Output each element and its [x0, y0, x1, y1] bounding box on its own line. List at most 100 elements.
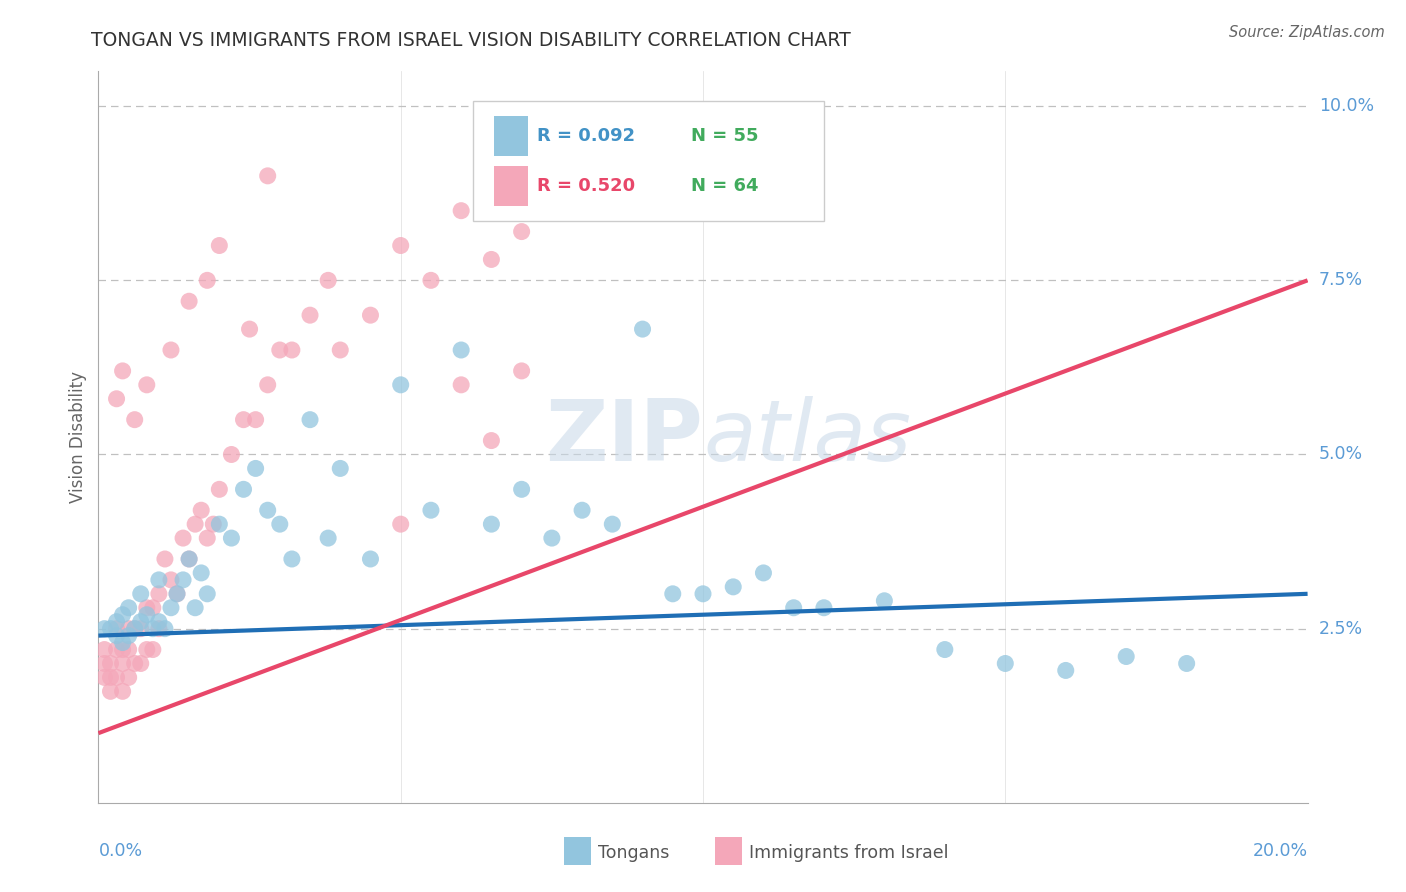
Text: ZIP: ZIP — [546, 395, 703, 479]
Point — [105, 670, 128, 684]
Point — [329, 343, 352, 357]
Point — [100, 622, 122, 636]
Point — [360, 308, 382, 322]
Point — [510, 225, 533, 239]
Point — [752, 566, 775, 580]
Point — [142, 622, 165, 636]
Point — [190, 566, 212, 580]
Point — [661, 587, 683, 601]
Point — [166, 587, 188, 601]
Point — [202, 517, 225, 532]
Point — [994, 657, 1017, 671]
FancyBboxPatch shape — [474, 101, 824, 221]
Point — [481, 434, 503, 448]
Point — [256, 377, 278, 392]
Point — [723, 580, 745, 594]
Point — [195, 273, 218, 287]
Point — [389, 377, 412, 392]
Text: R = 0.520: R = 0.520 — [537, 177, 636, 195]
Point — [179, 552, 201, 566]
Point — [450, 343, 472, 357]
Point — [93, 670, 115, 684]
Point — [1175, 657, 1198, 671]
Point — [208, 517, 231, 532]
Point — [111, 364, 134, 378]
Text: 0.0%: 0.0% — [98, 842, 142, 860]
Point — [239, 322, 262, 336]
Point — [316, 531, 339, 545]
Point — [135, 642, 157, 657]
Point — [450, 203, 472, 218]
Point — [118, 622, 141, 636]
Point — [873, 594, 896, 608]
Point — [105, 629, 128, 643]
Point — [571, 503, 593, 517]
Point — [105, 622, 128, 636]
Point — [221, 531, 243, 545]
Point — [481, 517, 503, 532]
Text: R = 0.092: R = 0.092 — [537, 127, 636, 145]
Point — [124, 657, 146, 671]
Point — [256, 503, 278, 517]
Point — [510, 364, 533, 378]
Point — [389, 517, 412, 532]
Point — [316, 273, 339, 287]
Point — [179, 552, 201, 566]
Point — [221, 448, 243, 462]
Point — [148, 622, 170, 636]
Point — [93, 657, 115, 671]
Point — [450, 377, 472, 392]
Point — [179, 294, 201, 309]
Point — [281, 552, 304, 566]
Text: 2.5%: 2.5% — [1319, 620, 1362, 638]
Point — [269, 517, 291, 532]
Point — [256, 169, 278, 183]
Point — [208, 483, 231, 497]
Text: 10.0%: 10.0% — [1319, 97, 1374, 115]
Point — [111, 607, 134, 622]
Text: 20.0%: 20.0% — [1253, 842, 1308, 860]
Point — [118, 670, 141, 684]
Point — [190, 503, 212, 517]
Text: 7.5%: 7.5% — [1319, 271, 1362, 289]
Point — [135, 377, 157, 392]
Point — [1115, 649, 1137, 664]
Point — [124, 622, 146, 636]
Point — [232, 483, 254, 497]
Point — [184, 600, 207, 615]
Point — [299, 308, 322, 322]
Point — [100, 670, 122, 684]
Point — [129, 622, 152, 636]
Bar — [564, 838, 591, 865]
Point — [129, 657, 152, 671]
Point — [692, 587, 714, 601]
Point — [118, 600, 141, 615]
Text: N = 64: N = 64 — [690, 177, 758, 195]
Point — [111, 684, 134, 698]
Point — [631, 322, 654, 336]
Y-axis label: Vision Disability: Vision Disability — [69, 371, 87, 503]
Point — [160, 600, 183, 615]
Point — [93, 642, 115, 657]
Point — [232, 412, 254, 426]
Point — [420, 503, 443, 517]
Point — [208, 238, 231, 252]
Bar — [494, 166, 527, 206]
Point — [510, 483, 533, 497]
Point — [135, 607, 157, 622]
Point — [389, 238, 412, 252]
Point — [813, 600, 835, 615]
Point — [160, 343, 183, 357]
Point — [602, 517, 624, 532]
Point — [172, 531, 194, 545]
Text: Source: ZipAtlas.com: Source: ZipAtlas.com — [1229, 25, 1385, 40]
Point — [184, 517, 207, 532]
Point — [172, 573, 194, 587]
Point — [118, 642, 141, 657]
Point — [153, 622, 176, 636]
Point — [148, 587, 170, 601]
Point — [148, 615, 170, 629]
Point — [166, 587, 188, 601]
Point — [142, 600, 165, 615]
Point — [281, 343, 304, 357]
